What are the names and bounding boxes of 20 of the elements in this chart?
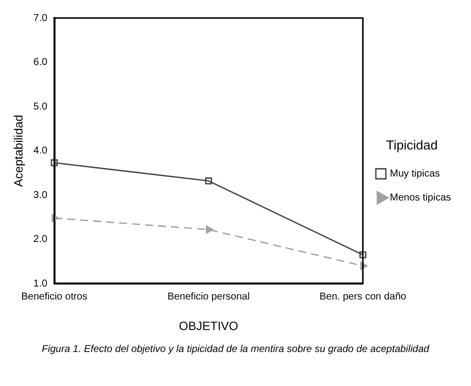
point [359, 251, 366, 258]
text: Figura 1. Efecto del objetivo y la tipicidad de la mentira sobre su grado de aceptabilidad [40, 344, 430, 355]
y-tick-label: 4.0 [33, 146, 48, 157]
y-tick-label: 5.0 [33, 101, 48, 112]
y-tick-label: 6.0 [33, 57, 48, 68]
x-axis-title: OBJETIVO [178, 319, 238, 334]
y-tick-label: 1.0 [33, 278, 48, 290]
y-tick-label: 7.0 [33, 12, 48, 24]
x-tick-label: Beneficio otros [21, 291, 88, 302]
point [50, 159, 58, 166]
point [206, 225, 214, 234]
y-tick-label: 3.0 [33, 190, 48, 201]
legend-label: Muy tipicas [390, 168, 440, 180]
legend-label: Menos tipicas [390, 192, 452, 204]
x-tick-label: Ben. pers con daño [319, 291, 407, 302]
point [205, 177, 212, 184]
x-tick-label: Beneficio personal [167, 291, 250, 302]
y-tick-label: 2.0 [33, 234, 48, 246]
legend-title: Tipicidad [386, 137, 438, 152]
y-axis-title: Aceptabilidad [12, 114, 26, 187]
